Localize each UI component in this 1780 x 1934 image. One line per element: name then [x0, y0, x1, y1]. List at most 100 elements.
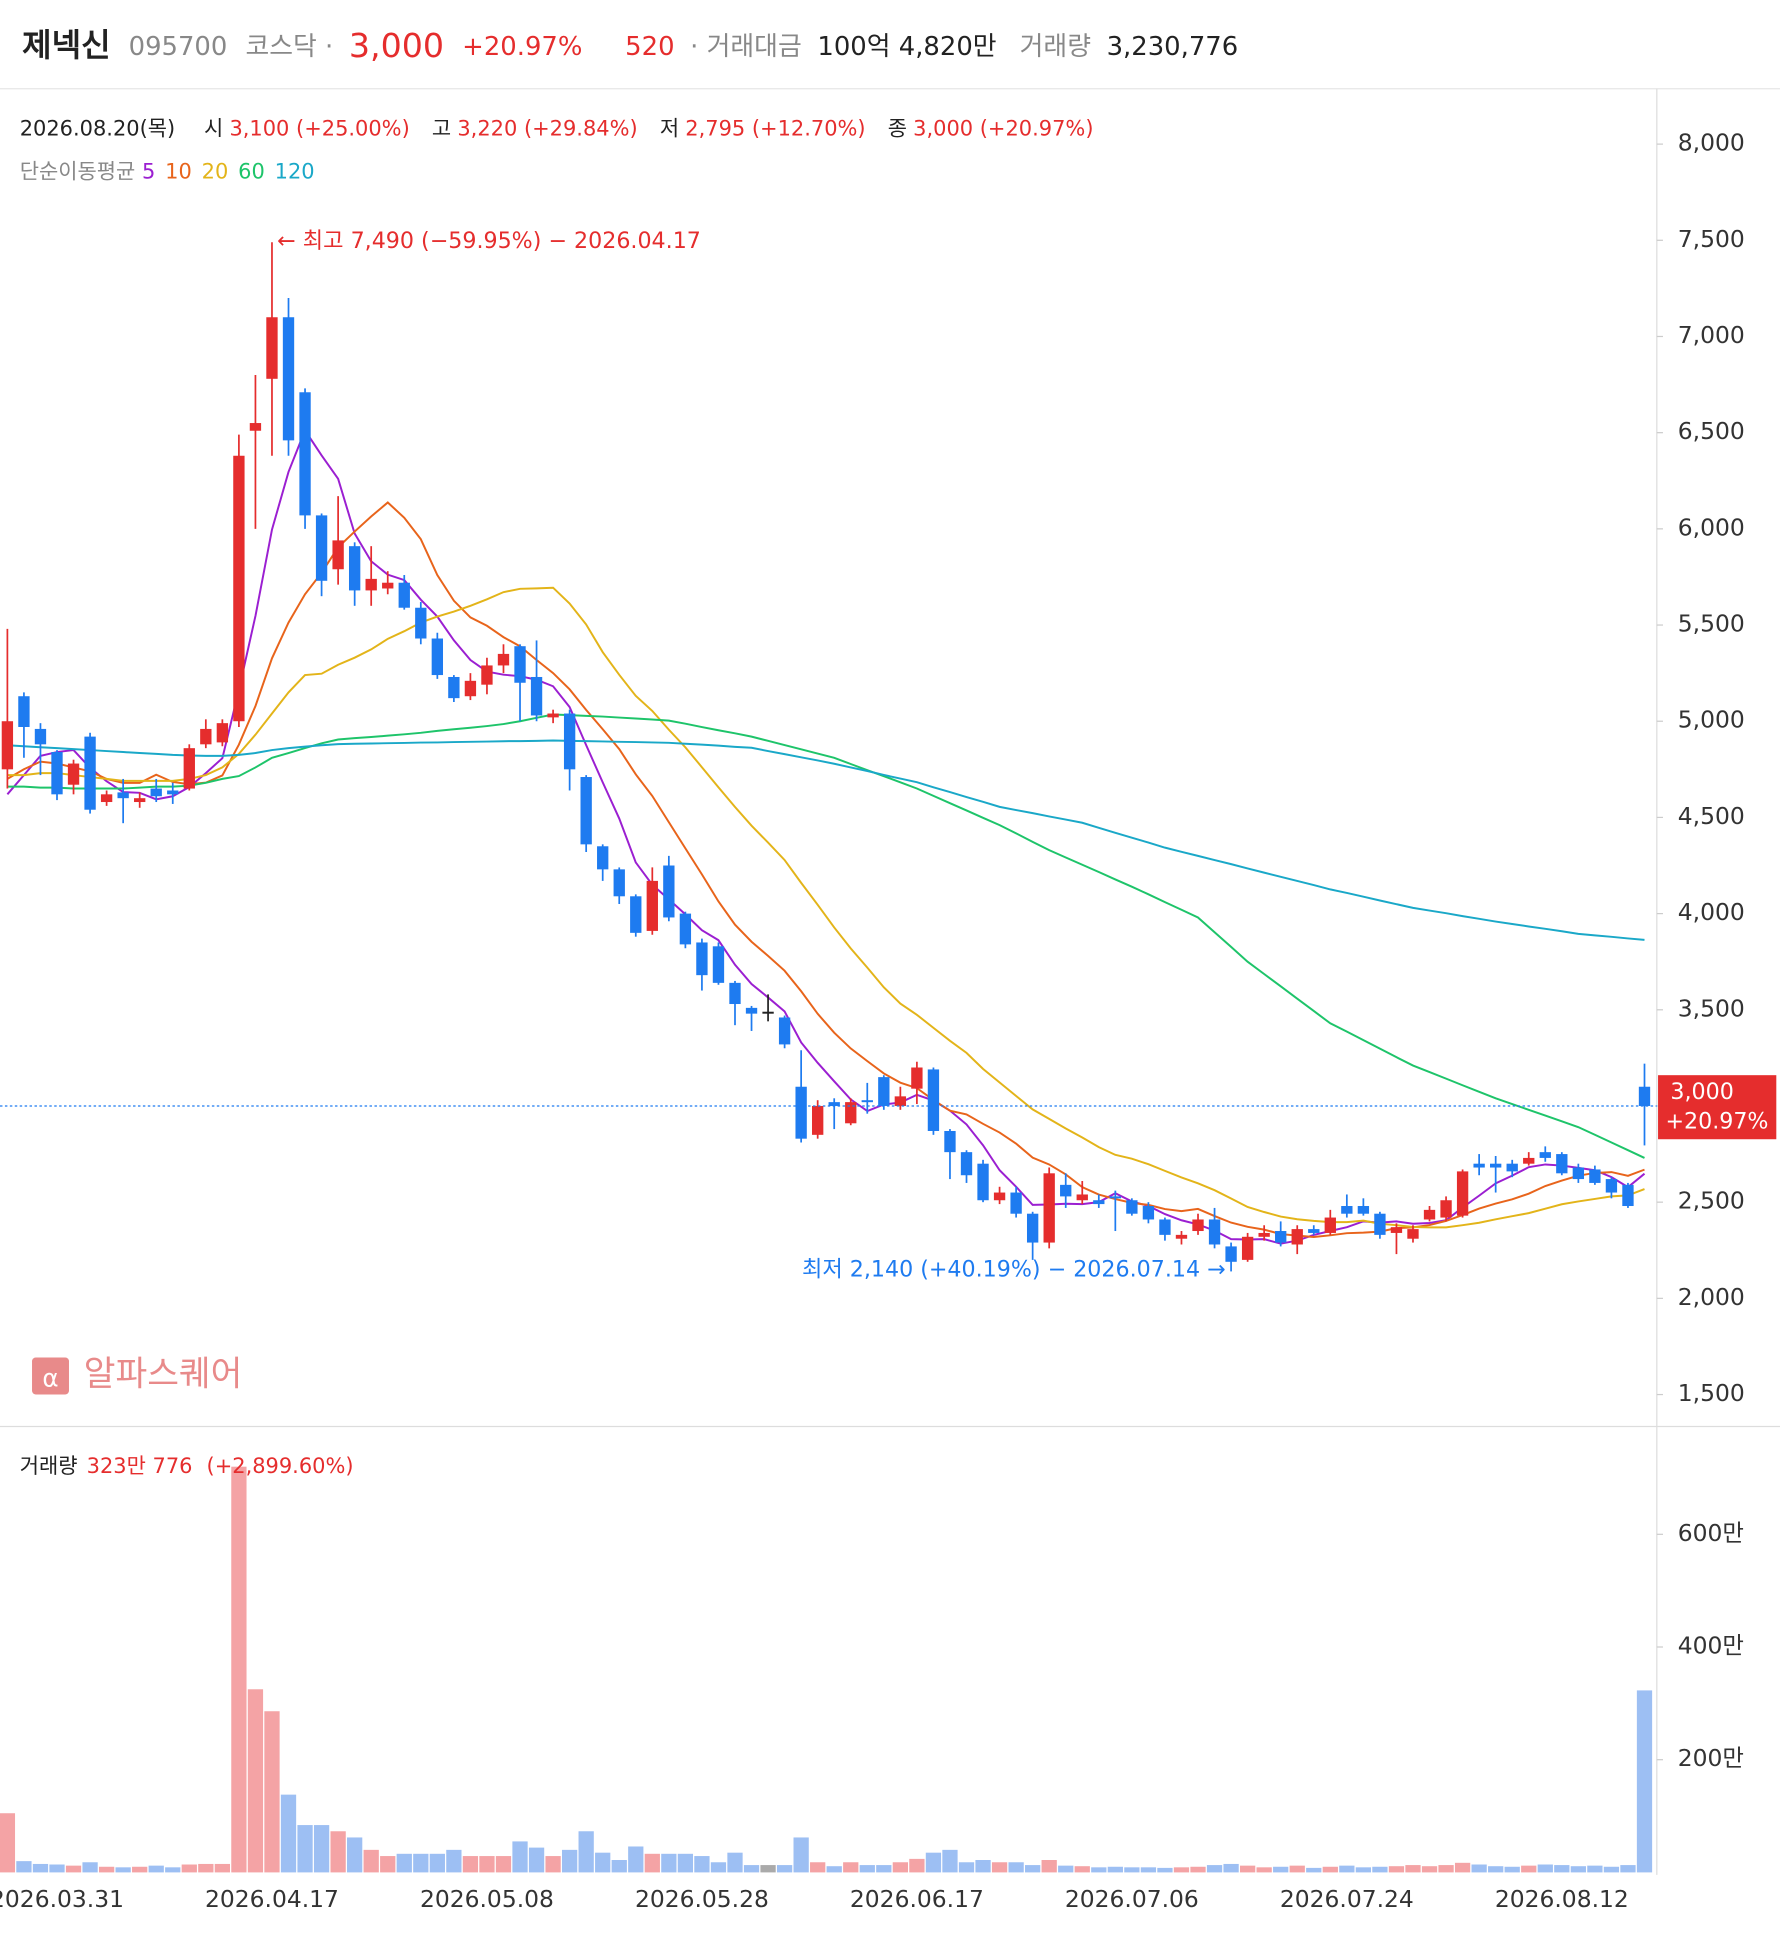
candle-body	[580, 777, 592, 845]
info-label: 저	[660, 116, 679, 140]
price-tag-change: +20.97%	[1665, 1108, 1768, 1134]
market: 코스닥 ·	[245, 31, 333, 61]
candle-body	[927, 1069, 940, 1131]
candle-body	[845, 1102, 857, 1124]
volume-bar	[1603, 1866, 1620, 1873]
volume-label: 거래량	[1020, 31, 1091, 61]
candle-body	[1589, 1169, 1601, 1183]
volume-bar	[1157, 1867, 1173, 1873]
candle-body	[1357, 1206, 1370, 1214]
volume-bar	[479, 1856, 495, 1873]
candle-body	[315, 515, 328, 581]
volume-bar	[595, 1852, 611, 1873]
candle-body	[67, 763, 80, 785]
volume-bar	[1438, 1865, 1454, 1873]
candle-body	[183, 748, 195, 789]
ma-line	[6, 501, 1645, 1239]
volume-bar	[1620, 1865, 1636, 1873]
volume-info-value: 323만 776	[87, 1454, 193, 1478]
volume-bar	[810, 1862, 826, 1873]
y-tick-label: 6,500	[1678, 417, 1745, 445]
legend-entry: 20	[202, 159, 229, 183]
volume-bar	[1587, 1865, 1603, 1873]
volume-bar	[909, 1858, 925, 1873]
high-annotation: ← 최고 7,490 (−59.95%) − 2026.04.17	[277, 228, 701, 254]
volume-bar	[1306, 1867, 1322, 1873]
candle-body	[282, 317, 295, 441]
volume-bar	[1256, 1867, 1272, 1873]
candle-body	[911, 1067, 923, 1089]
legend-title: 단순이동평균	[20, 159, 136, 183]
candle-body	[134, 798, 146, 803]
candle-body	[745, 1007, 758, 1014]
candle-body	[448, 676, 460, 699]
candle-body	[1539, 1152, 1551, 1158]
volume-bar	[82, 1862, 98, 1873]
price-tag-price: 3,000	[1670, 1079, 1733, 1105]
candle-body	[960, 1152, 973, 1176]
volume-bar	[231, 1466, 247, 1873]
volume-bar	[578, 1831, 594, 1873]
volume-bar	[1008, 1862, 1024, 1873]
candle-body	[18, 696, 30, 728]
candle-body	[365, 578, 377, 591]
candle-body	[679, 913, 692, 945]
candle-body	[977, 1163, 989, 1201]
candle-body	[497, 653, 510, 666]
volume-bar	[330, 1831, 346, 1873]
candle-body	[1605, 1179, 1618, 1193]
x-tick-label: 2026.03.31	[0, 1885, 124, 1913]
candle-body	[1109, 1196, 1121, 1199]
candle-body	[1, 721, 14, 770]
candle-body	[1556, 1154, 1568, 1174]
volume-bar	[793, 1837, 809, 1873]
volume-bar	[98, 1866, 115, 1873]
candle-body	[1258, 1232, 1270, 1237]
legend-entry: 60	[238, 159, 265, 183]
y-tick-label: 1,500	[1678, 1379, 1745, 1407]
candle-body	[1175, 1234, 1188, 1239]
current-price: 3,000	[349, 25, 444, 64]
candle-body	[348, 546, 361, 591]
candle-body	[1275, 1231, 1287, 1243]
legend-entry: 5	[142, 159, 155, 183]
volume-bar	[1421, 1866, 1438, 1873]
amount: 100억 4,820만	[817, 31, 996, 61]
candle-body	[249, 423, 262, 431]
volume-bar	[16, 1861, 32, 1873]
candle-body	[729, 982, 741, 1005]
candle-body	[1159, 1219, 1171, 1235]
stock-code: 095700	[129, 31, 228, 61]
info-value: 3,100 (+25.00%)	[229, 116, 409, 140]
stock-header: 제넥신 095700 코스닥 · 3,000 +20.97% 520 · 거래대…	[22, 25, 1238, 64]
volume-bar	[1058, 1865, 1074, 1873]
ma-line	[7, 586, 1645, 1229]
candle-body	[1324, 1217, 1336, 1233]
volume-bar	[1289, 1865, 1305, 1873]
volume-bar	[760, 1865, 776, 1873]
volume-bar	[198, 1863, 214, 1873]
candle-body	[332, 540, 344, 570]
ohlc-info: 2026.08.20(목) 시 3,100 (+25.00%) 고 3,220 (+2…	[20, 116, 1094, 140]
legend-entry: 10	[165, 159, 192, 183]
ma-line	[7, 713, 1645, 1159]
volume-bar	[628, 1846, 644, 1873]
candle-body	[415, 607, 427, 639]
candle-body	[646, 880, 658, 931]
volume-bar	[843, 1862, 859, 1873]
volume-bar	[644, 1853, 660, 1873]
volume-bar	[495, 1856, 512, 1873]
candle-body	[547, 713, 559, 718]
volume-bar	[1372, 1866, 1388, 1873]
volume-bar	[115, 1867, 131, 1873]
low-annotation: 최저 2,140 (+40.19%) − 2026.07.14 →	[802, 1257, 1226, 1283]
price-tag-box	[1658, 1075, 1777, 1140]
volume-bar	[512, 1841, 528, 1873]
y-tick-label: 2,500	[1678, 1187, 1745, 1215]
candle-body	[84, 736, 96, 810]
volume-bar	[991, 1862, 1008, 1873]
volume-bar	[1091, 1867, 1107, 1873]
x-tick-label: 2026.07.24	[1280, 1885, 1414, 1913]
volume-bar	[1124, 1867, 1140, 1873]
